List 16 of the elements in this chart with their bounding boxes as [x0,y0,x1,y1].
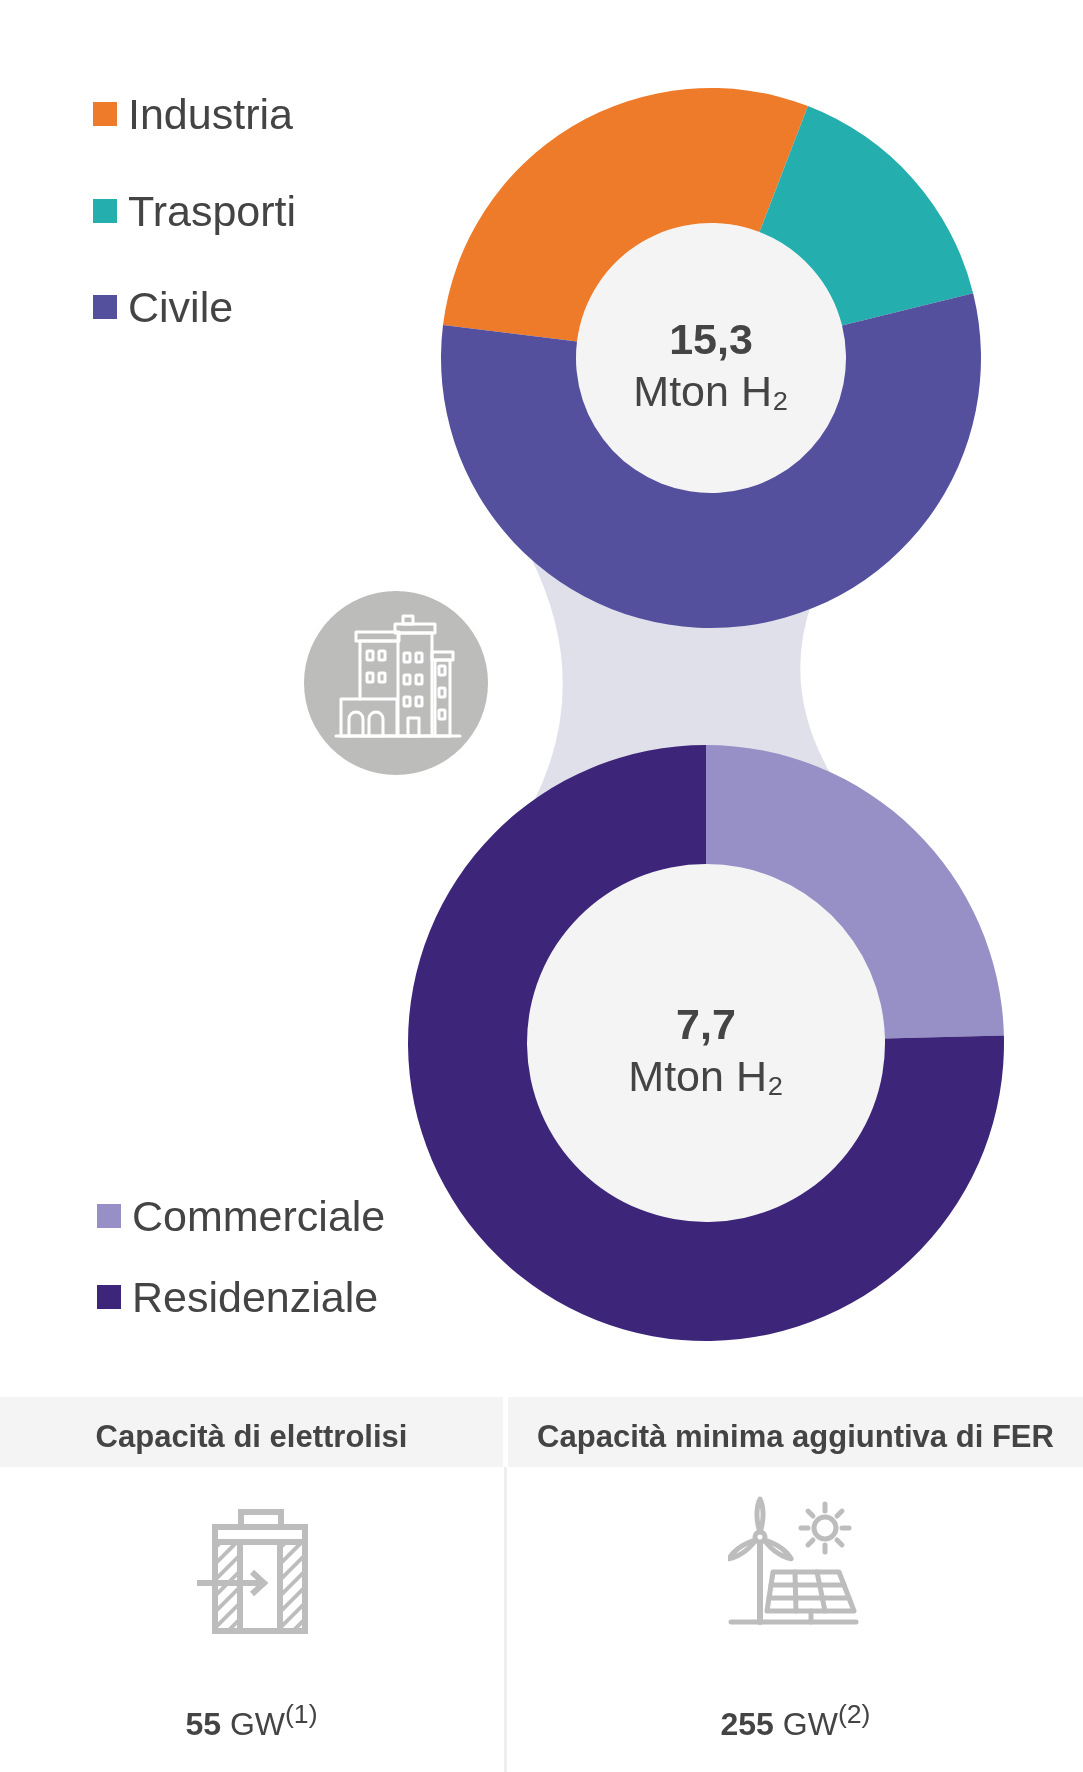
donut-slice [759,106,974,326]
category-label: Capacità di elettrolisi [94,1418,409,1456]
legend-label: Commerciale [132,1192,386,1240]
text: Mton H₂ [632,366,790,417]
category-label: Capacità minima aggiuntiva di FER [536,1418,1055,1456]
text: 55 GW$^{(1)}$ [185,1699,318,1742]
text: 15,3 [668,314,754,365]
legend-label: Residenziale [132,1273,379,1321]
legend-label: Industria [128,90,293,138]
donut-slice [408,745,1004,1341]
text: Mton H₂ [627,1051,785,1102]
legend-label: Trasporti [128,186,297,235]
text: 7,7 [675,999,737,1050]
donut-slice [441,293,981,628]
legend-label: Civile [128,283,234,331]
text: 255 GW$^{(2)}$ [720,1699,871,1742]
